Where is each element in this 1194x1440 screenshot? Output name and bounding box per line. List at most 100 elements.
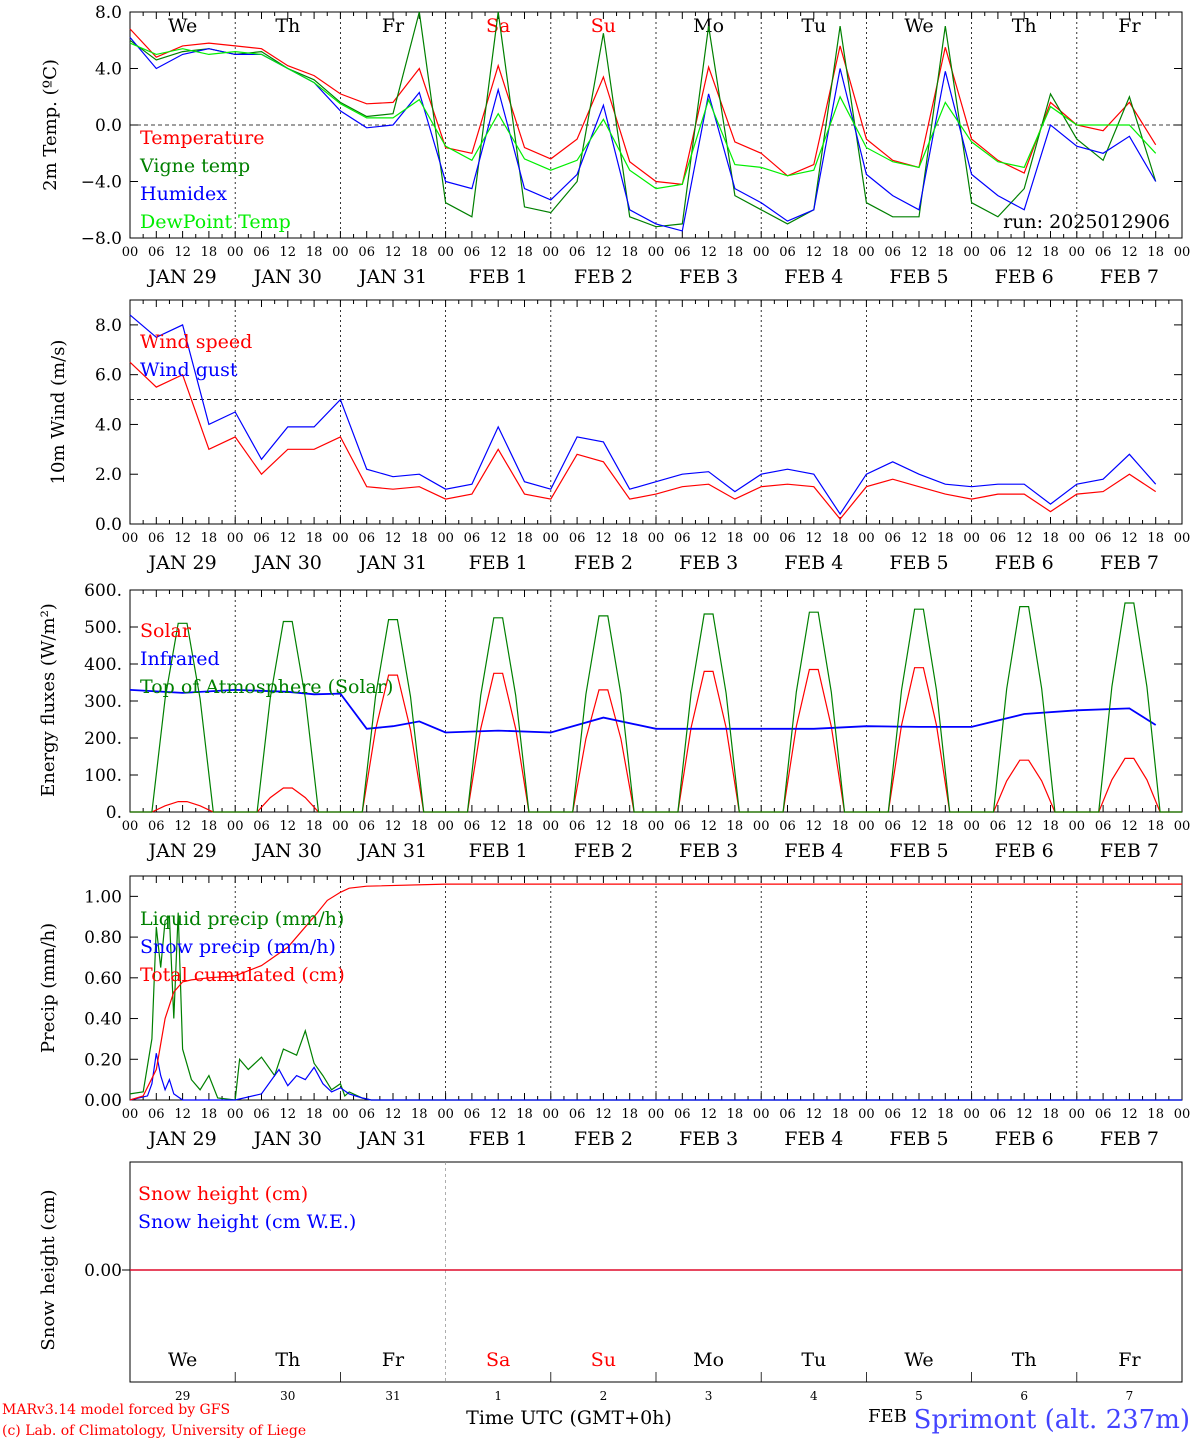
precip-panel-date-label: JAN 29 [147, 1128, 217, 1150]
snow-day-number: 6 [1020, 1389, 1028, 1403]
snow-panel-y-tick-label: 0.00 [84, 1261, 122, 1281]
precip-panel-hour-tick-label: 18 [201, 1107, 218, 1122]
temp-panel-y-tick-label: 8.0 [95, 3, 122, 23]
temp-legend-humidex: Humidex [140, 183, 227, 205]
precip-panel-y-tick-label: 0.00 [84, 1091, 122, 1111]
temp-panel-date-label: FEB 1 [469, 266, 528, 288]
temp-series-vigne-temp [129, 11, 1157, 228]
snow-day-name: Mo [693, 1349, 724, 1371]
precip-panel-hour-tick-label: 18 [411, 1107, 428, 1122]
energy-panel-y-tick-label: 100. [84, 766, 122, 786]
energy-panel-hour-tick-label: 12 [385, 819, 402, 834]
energy-panel-y-tick-label: 500. [84, 618, 122, 638]
precip-panel-hour-tick-label: 00 [227, 1107, 244, 1122]
precip-panel-hour-tick-label: 18 [832, 1107, 849, 1122]
precip-panel-hour-tick-label: 06 [990, 1107, 1007, 1122]
precip-legend-total-cumulated-cm: Total cumulated (cm) [140, 964, 345, 986]
wind-panel-hour-tick-label: 18 [832, 531, 849, 546]
temp-panel-hour-tick-label: 12 [1121, 245, 1138, 260]
wind-panel-hour-tick-label: 18 [727, 531, 744, 546]
energy-panel-hour-tick-label: 00 [963, 819, 980, 834]
temp-panel-hour-tick-label: 12 [174, 245, 191, 260]
temp-day-name: Th [275, 15, 300, 37]
wind-panel-hour-tick-label: 00 [543, 531, 560, 546]
wind-panel-hour-tick-label: 12 [1121, 531, 1138, 546]
precip-panel-hour-tick-label: 00 [1174, 1107, 1191, 1122]
temp-y-axis-label: 2m Temp. (ºC) [40, 59, 61, 191]
energy-panel-hour-tick-label: 18 [516, 819, 533, 834]
snow-day-name: Fr [1118, 1349, 1141, 1371]
temp-panel-hour-tick-label: 06 [779, 245, 796, 260]
temp-panel-hour-tick-label: 00 [122, 245, 139, 260]
temp-series-temperature [129, 28, 1157, 185]
precip-panel-hour-tick-label: 00 [543, 1107, 560, 1122]
precip-panel-date-label: FEB 7 [1100, 1128, 1159, 1150]
precip-panel-hour-tick-label: 18 [306, 1107, 323, 1122]
temp-panel-hour-tick-label: 06 [464, 245, 481, 260]
temp-panel-hour-tick-label: 00 [858, 245, 875, 260]
precip-panel-hour-tick-label: 18 [1042, 1107, 1059, 1122]
energy-panel-y-tick-label: 400. [84, 655, 122, 675]
temp-panel-hour-tick-label: 18 [937, 245, 954, 260]
energy-panel-hour-tick-label: 06 [884, 819, 901, 834]
temp-panel-hour-tick-label: 00 [1174, 245, 1191, 260]
energy-panel-hour-tick-label: 12 [806, 819, 823, 834]
wind-panel-hour-tick-label: 12 [280, 531, 297, 546]
credit-line-1: MARv3.14 model forced by GFS [2, 1402, 230, 1418]
temp-panel-hour-tick-label: 18 [832, 245, 849, 260]
wind-panel-hour-tick-label: 00 [332, 531, 349, 546]
temp-day-name: We [168, 15, 197, 37]
temp-panel-hour-tick-label: 18 [411, 245, 428, 260]
snow-legend-snow-height-cm-w-e: Snow height (cm W.E.) [138, 1211, 356, 1233]
precip-panel-hour-tick-label: 12 [490, 1107, 507, 1122]
precip-panel-date-label: FEB 5 [889, 1128, 948, 1150]
precip-panel-hour-tick-label: 06 [884, 1107, 901, 1122]
temp-day-name: We [904, 15, 933, 37]
energy-panel-date-label: FEB 1 [469, 840, 528, 862]
energy-panel-y-tick-label: 0. [106, 803, 122, 823]
wind-panel-hour-tick-label: 00 [1174, 531, 1191, 546]
energy-panel-hour-tick-label: 06 [464, 819, 481, 834]
energy-y-axis-label: Energy fluxes (W/m²) [38, 603, 59, 797]
precip-panel-y-tick-label: 0.40 [84, 1010, 122, 1030]
wind-panel-date-label: FEB 4 [784, 552, 843, 574]
wind-panel-y-tick-label: 8.0 [95, 316, 122, 336]
temp-panel-hour-tick-label: 18 [516, 245, 533, 260]
energy-panel-hour-tick-label: 18 [832, 819, 849, 834]
run-annotation: run: 2025012906 [1003, 211, 1170, 233]
wind-panel-date-label: JAN 31 [357, 552, 427, 574]
wind-panel-hour-tick-label: 00 [858, 531, 875, 546]
precip-panel-hour-tick-label: 00 [648, 1107, 665, 1122]
snow-day-number: 4 [810, 1389, 818, 1403]
snow-day-name: Th [275, 1349, 300, 1371]
energy-panel-hour-tick-label: 06 [253, 819, 270, 834]
temp-panel-hour-tick-label: 06 [674, 245, 691, 260]
precip-panel-date-label: FEB 2 [574, 1128, 633, 1150]
energy-legend-solar: Solar [140, 620, 192, 642]
wind-panel-date-label: FEB 7 [1100, 552, 1159, 574]
precip-legend-liquid-precip-mm-h: Liquid precip (mm/h) [140, 908, 344, 930]
snow-day-name: Th [1012, 1349, 1037, 1371]
wind-panel-date-label: FEB 3 [679, 552, 738, 574]
energy-panel-hour-tick-label: 00 [753, 819, 770, 834]
temp-panel-hour-tick-label: 00 [963, 245, 980, 260]
energy-panel-date-label: JAN 29 [147, 840, 217, 862]
precip-panel-hour-tick-label: 12 [174, 1107, 191, 1122]
temp-panel-date-label: JAN 30 [252, 266, 322, 288]
temp-panel-hour-tick-label: 00 [1069, 245, 1086, 260]
energy-panel-hour-tick-label: 12 [700, 819, 717, 834]
temp-panel-date-label: FEB 6 [995, 266, 1054, 288]
snow-day-number: 30 [280, 1389, 295, 1403]
energy-panel-y-tick-label: 300. [84, 692, 122, 712]
precip-panel-y-tick-label: 1.00 [84, 887, 122, 907]
precip-panel-date-label: FEB 4 [784, 1128, 843, 1150]
temp-panel-hour-tick-label: 18 [727, 245, 744, 260]
wind-panel-hour-tick-label: 12 [174, 531, 191, 546]
energy-panel-date-label: FEB 4 [784, 840, 843, 862]
snow-day-name: Tu [801, 1349, 826, 1371]
precip-panel-hour-tick-label: 12 [595, 1107, 612, 1122]
temp-panel-date-label: FEB 4 [784, 266, 843, 288]
temp-day-name: Fr [1118, 15, 1141, 37]
wind-panel-date-label: FEB 2 [574, 552, 633, 574]
temp-panel-hour-tick-label: 00 [227, 245, 244, 260]
